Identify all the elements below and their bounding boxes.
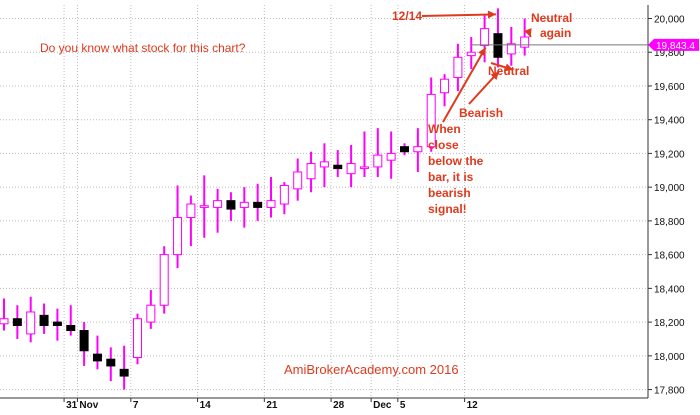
last-price-tag: 19,843.4 [471, 38, 699, 52]
candle-body-down [39, 314, 49, 326]
annotation-arrow-line [442, 46, 487, 123]
grid-layer [0, 5, 648, 398]
candle-body-down [493, 33, 503, 58]
candle-body-up [319, 161, 329, 168]
x-tick-label: Dec [373, 400, 392, 410]
x-tick-label: 31 [66, 400, 78, 410]
y-tick-label: 18,400 [654, 284, 685, 295]
candle-body-down [79, 330, 89, 352]
annotation-arrowhead [504, 63, 514, 72]
candle-body-up [159, 254, 169, 306]
candle-body-up [0, 318, 9, 325]
candle-body-down [106, 358, 116, 367]
candle-body-up [133, 318, 142, 359]
candle-body-up [239, 201, 249, 208]
candle-body-up [480, 28, 490, 46]
y-tick-label: 18,600 [654, 251, 685, 262]
candle-body-down [226, 200, 236, 210]
candle-body-up [146, 304, 156, 323]
annotation-explanation-line6: signal! [428, 202, 467, 216]
candle-body-up [386, 152, 396, 161]
y-tick-label: 17,800 [654, 386, 685, 397]
annotation-arrowhead [490, 71, 499, 81]
y-tick-label: 19,000 [654, 183, 685, 194]
candle-body-down [92, 353, 102, 362]
annotation-explanation-line1: When [428, 122, 461, 136]
annotation-neutral-again-line1: Neutral [531, 11, 572, 25]
candle-body-up [413, 146, 423, 153]
candle-body-up [306, 163, 316, 180]
y-tick-label: 18,800 [654, 217, 685, 228]
x-tick-label: 28 [333, 400, 345, 410]
candle-body-up [520, 36, 530, 48]
annotation-date-label: 12/14 [392, 9, 422, 23]
annotation-bearish: Bearish [459, 106, 503, 120]
candle-body-down [253, 201, 263, 208]
candle-body-up [426, 93, 436, 148]
annotation-neutral-again-line2: again [540, 26, 571, 40]
candle-body-up [173, 217, 183, 256]
last-price-label: 19,843.4 [656, 41, 695, 52]
candle-body-up [199, 205, 209, 208]
y-tick-label: 18,000 [654, 352, 685, 363]
candle-body-up [373, 154, 383, 168]
annotation-explanation-line3: below the [428, 154, 484, 168]
y-tick-label: 18,200 [654, 318, 685, 329]
candle-body-up [506, 43, 516, 55]
candle-body-down [52, 321, 62, 326]
y-tick-label: 19,800 [654, 48, 685, 59]
x-tick-label: Nov [79, 400, 98, 410]
x-tick-label: 14 [200, 400, 212, 410]
annotation-arrows [421, 10, 532, 123]
annotation-neutral: Neutral [488, 64, 529, 78]
y-tick-label: 19,200 [654, 149, 685, 160]
candle-body-down [400, 146, 409, 153]
chart-question-text: Do you know what stock for this chart? [40, 41, 246, 55]
candle-body-up [293, 171, 303, 190]
candle-body-up [346, 163, 356, 175]
candle-body-up [466, 51, 476, 57]
candle-body-up [266, 200, 276, 208]
watermark-text: AmiBrokerAcademy.com 2016 [284, 362, 459, 377]
y-tick-label: 19,600 [654, 82, 685, 93]
candle-body-up [359, 166, 369, 169]
annotation-arrowhead [524, 28, 532, 38]
y-tick-label: 19,400 [654, 116, 685, 127]
candle-layer [0, 8, 530, 390]
x-tick-label: 7 [133, 400, 139, 410]
candle-body-up [453, 56, 463, 79]
candle-body-up [26, 311, 36, 335]
candle-body-up [186, 203, 196, 219]
annotation-explanation-line5: bearish [428, 186, 471, 200]
candle-body-down [119, 368, 129, 377]
x-tick-label: 21 [266, 400, 278, 410]
annotation-explanation-line4: bar, it is [428, 170, 474, 184]
annotation-arrowhead [487, 10, 496, 19]
annotations: 12/14 Neutral again Neutral Bearish When… [392, 9, 572, 216]
annotation-explanation-line2: close [428, 138, 459, 152]
axis-layer: 17,800 18,000 18,200 18,400 18,600 18,800 19,0… [0, 5, 685, 411]
candle-body-up [440, 78, 450, 94]
y-tick-label: 20,000 [654, 14, 685, 25]
x-tick-label: 5 [400, 400, 406, 410]
candle-body-up [279, 184, 289, 205]
annotation-arrowhead [478, 47, 486, 57]
x-tick-label: 12 [467, 400, 479, 410]
candle-body-down [333, 164, 343, 170]
candle-body-down [66, 324, 76, 332]
candle-body-down [12, 318, 22, 326]
last-price-tag-shape [648, 38, 699, 51]
annotation-arrow-line [421, 13, 496, 17]
candle-body-up [213, 200, 223, 208]
